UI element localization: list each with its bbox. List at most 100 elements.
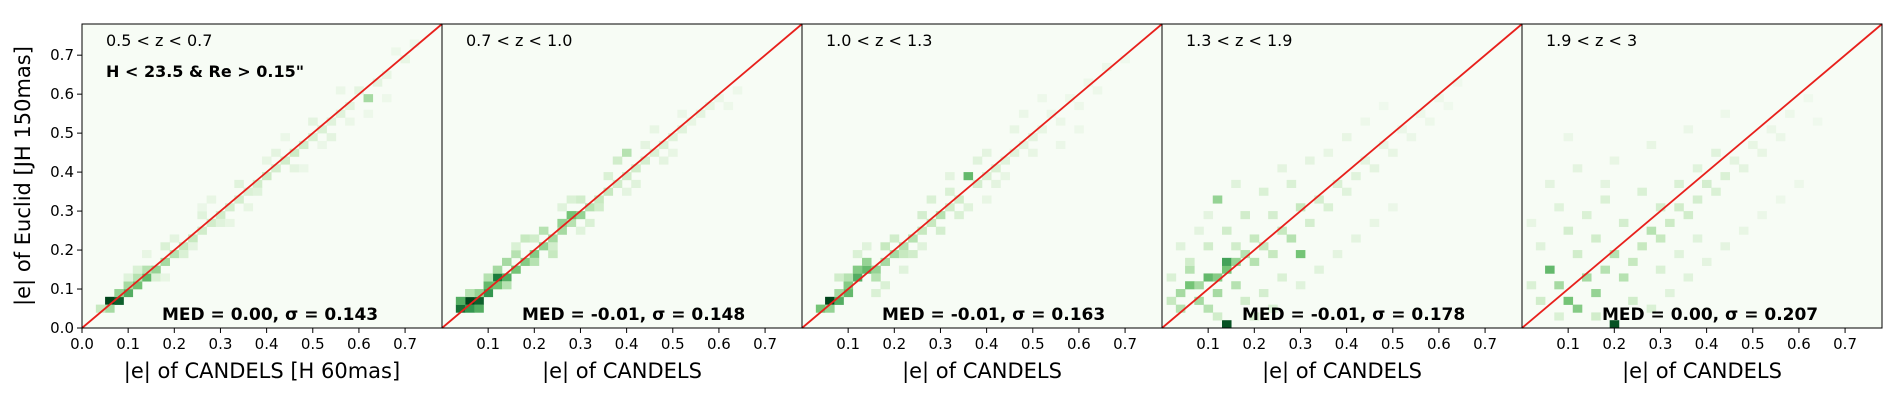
heatmap-cell — [834, 296, 844, 305]
heatmap-cell — [123, 281, 134, 290]
heatmap-cell — [935, 211, 946, 220]
x-tick-label: 0.4 — [975, 335, 999, 353]
x-tick-label: 0.7 — [393, 335, 417, 353]
heatmap-cell — [1582, 211, 1592, 220]
heatmap-cell — [1332, 250, 1343, 259]
heatmap-cell — [575, 211, 586, 220]
x-tick-label: 0.7 — [1113, 335, 1137, 353]
heatmap-cell — [1314, 195, 1324, 204]
y-tick-label: 0.3 — [50, 202, 74, 220]
heatmap-cell — [1618, 273, 1629, 282]
panel-title: 1.9 < z < 3 — [1546, 31, 1637, 50]
heatmap-cell — [206, 195, 217, 204]
heatmap-cell — [262, 172, 272, 181]
heatmap-cell — [1572, 304, 1583, 313]
y-axis-title: |e| of Euclid [JH 150mas] — [11, 46, 36, 306]
x-tick-label: 0.5 — [1381, 335, 1405, 353]
statistics-label: MED = -0.01, σ = 0.178 — [1242, 305, 1465, 325]
heatmap-cell — [1646, 226, 1657, 235]
heatmap-cell — [280, 133, 290, 142]
heatmap-cell — [197, 203, 207, 212]
heatmap-cell — [1000, 156, 1010, 165]
x-tick-label: 0.7 — [753, 335, 777, 353]
statistics-label: MED = -0.01, σ = 0.148 — [522, 305, 745, 325]
heatmap-cell — [1702, 257, 1712, 266]
heatmap-cell — [852, 273, 863, 282]
heatmap-cell — [1554, 312, 1564, 321]
heatmap-cell — [1600, 179, 1610, 188]
heatmap-cell — [1720, 242, 1730, 251]
heatmap-cell — [1711, 187, 1721, 196]
heatmap-cell — [1628, 257, 1638, 266]
heatmap-cell — [1083, 78, 1094, 87]
heatmap-cell — [1720, 172, 1730, 181]
heatmap-cell — [908, 250, 918, 259]
heatmap-cell — [160, 273, 170, 282]
x-axis: 0.1 0.2 0.3 0.4 0.5 0.6 0.7 — [1196, 328, 1497, 353]
heatmap-cell — [1120, 55, 1130, 64]
heatmap-cell — [243, 203, 254, 212]
x-tick-label: 0.1 — [116, 335, 140, 353]
y-tick-label: 0.7 — [50, 46, 74, 64]
heatmap-cell — [834, 273, 844, 282]
heatmap-cell — [1655, 203, 1666, 212]
one-to-one-line — [441, 23, 803, 329]
y-tick-label: 0.0 — [50, 319, 74, 337]
x-tick-label: 0.0 — [70, 335, 94, 353]
heatmap-cell — [1702, 179, 1712, 188]
heatmap-cell — [1369, 164, 1380, 173]
one-to-one-line — [1521, 23, 1883, 329]
heatmap-cell — [649, 148, 660, 157]
heatmap-cell — [1028, 133, 1038, 142]
heatmap-cell — [308, 133, 318, 142]
heatmap-cell — [326, 117, 337, 126]
heatmap-cell — [1175, 242, 1186, 251]
heatmap-cell — [594, 203, 604, 212]
heatmap-cell — [188, 242, 198, 251]
heatmap-cell — [132, 265, 143, 274]
heatmap-cell — [1554, 281, 1564, 290]
heatmap-cell — [1203, 211, 1214, 220]
heatmap-cell — [1212, 195, 1223, 204]
statistics-label: MED = 0.00, σ = 0.207 — [1602, 305, 1818, 325]
heatmap-cell — [982, 148, 992, 157]
heatmap-cell — [1305, 218, 1315, 227]
heatmap-cell — [945, 172, 955, 181]
heatmap-cell — [1674, 250, 1684, 259]
heatmap-cell — [474, 304, 484, 313]
x-tick-label: 0.2 — [882, 335, 906, 353]
heatmap-cell — [1240, 296, 1250, 305]
heatmap-cell — [169, 234, 180, 243]
heatmap-cell — [197, 211, 207, 220]
x-axis-title: |e| of CANDELS — [1622, 359, 1782, 384]
heatmap-cell — [1102, 62, 1112, 72]
heatmap-cell — [1249, 234, 1260, 243]
heatmap-cell — [1231, 242, 1241, 251]
heatmap-cell — [400, 55, 410, 64]
heatmap-cell — [1037, 125, 1047, 134]
heatmap-cell — [1794, 179, 1804, 188]
heatmap-cell — [298, 164, 309, 173]
heatmap-cell — [889, 234, 900, 243]
heatmap-cell — [1609, 156, 1620, 165]
heatmap-cell — [1277, 226, 1287, 235]
heatmap-cell — [972, 156, 983, 165]
heatmap-cell — [1388, 203, 1398, 212]
heatmap-cell — [1203, 273, 1214, 282]
heatmap-cell — [1222, 226, 1232, 235]
heatmap-cells — [455, 86, 743, 313]
heatmap-cell — [1018, 140, 1029, 150]
heatmap-cell — [603, 172, 614, 181]
heatmap-cell — [575, 195, 586, 204]
heatmap-cell — [483, 273, 494, 282]
heatmap-cell — [926, 218, 937, 227]
heatmap-cell — [1812, 117, 1823, 126]
heatmap-cell — [1545, 265, 1555, 274]
heatmap-cells — [95, 39, 420, 313]
y-tick-label: 0.1 — [50, 280, 74, 298]
heatmap-cell — [142, 250, 152, 259]
heatmap-cell — [1665, 218, 1675, 227]
heatmap-cell — [271, 164, 281, 173]
heatmap-cell — [317, 140, 327, 150]
heatmap-cell — [1803, 94, 1814, 103]
